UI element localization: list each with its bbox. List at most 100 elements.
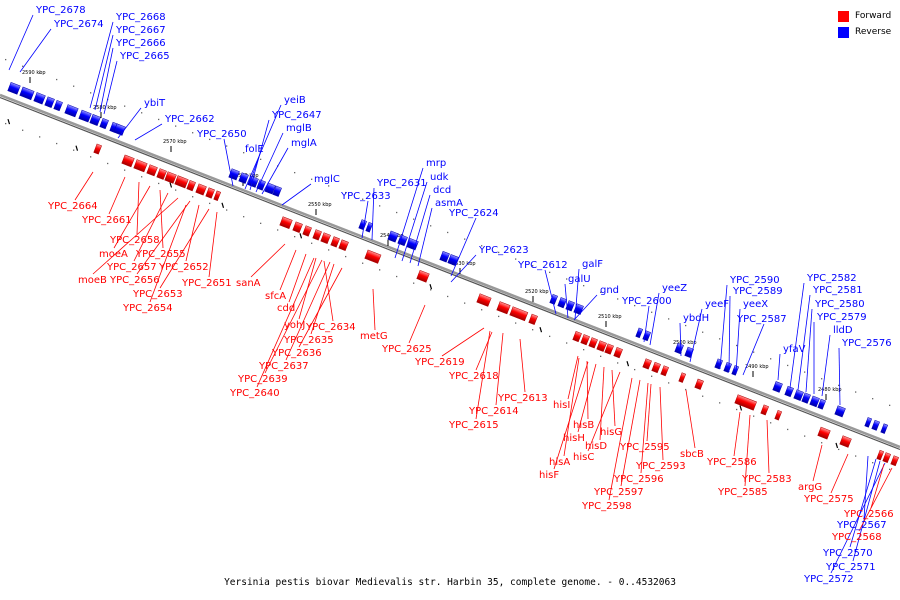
forward-gene-label-moeb: moeB [78, 275, 107, 286]
reverse-gene-label-galu: galU [568, 274, 591, 285]
reverse-gene-label-ypc-2576: YPC_2576 [841, 338, 892, 349]
leader-line-yeex [735, 308, 741, 375]
leader-line-ypc-2650 [223, 138, 234, 187]
reverse-gene-label-ypc-2666: YPC_2666 [115, 38, 166, 49]
forward-gene [839, 435, 852, 448]
reverse-gene [365, 221, 374, 233]
forward-gene [186, 179, 196, 192]
reverse-gene-label-dcd: dcd [433, 185, 451, 196]
forward-gene-label-ypc-2586: YPC_2586 [706, 457, 757, 468]
scale-tick-label: 2520 kbp [525, 289, 549, 295]
reverse-gene-label-mglc: mglC [314, 174, 340, 185]
forward-gene-label-ypc-2656: YPC_2656 [109, 275, 160, 286]
reverse-gene-label-ypc-2612: YPC_2612 [517, 260, 568, 271]
leader-line-ypc-2581 [797, 294, 811, 391]
leader-line-gnd [573, 294, 598, 321]
forward-gene-label-hisf: hisF [539, 470, 559, 481]
reverse-gene [714, 358, 723, 370]
leader-line-ypc-2613 [519, 338, 526, 393]
forward-gene [572, 330, 582, 343]
reverse-gene-label-ypc-2589: YPC_2589 [732, 286, 783, 297]
leader-line-ypc-2665 [103, 60, 118, 115]
reverse-gene [871, 419, 880, 431]
forward-gene-label-cdd: cdd [277, 303, 295, 314]
leader-line-ybdh [679, 322, 682, 357]
leader-line-ypc-2662 [134, 123, 163, 141]
reverse-gene [78, 109, 92, 123]
legend-label-forward: Forward [855, 11, 892, 21]
reverse-gene-label-udk: udk [430, 172, 449, 183]
reverse-gene-label-ypc-2678: YPC_2678 [35, 5, 86, 16]
reverse-gene [358, 219, 367, 231]
leader-line-moeb [92, 197, 179, 275]
leader-line-ybit [117, 107, 142, 139]
forward-gene [596, 340, 607, 352]
leader-line-lldd [821, 334, 831, 397]
leader-line-ypc-2668 [89, 21, 114, 109]
backbone-shadow [0, 96, 900, 451]
reverse-gene [801, 392, 811, 404]
leader-line-ypc-2653 [159, 208, 210, 289]
leader-line-ypc-2636 [298, 267, 343, 348]
forward-gene [338, 239, 349, 252]
leader-line-ypc-2658 [136, 181, 140, 235]
forward-gene-label-moea: moeA [99, 249, 128, 260]
reverse-gene-label-asma: asmA [435, 198, 463, 209]
reverse-gene-label-yeef: yeeF [705, 299, 729, 310]
reverse-gene [272, 185, 282, 197]
forward-gene-label-ypc-2654: YPC_2654 [122, 303, 173, 314]
forward-gene [588, 337, 598, 349]
forward-gene-label-ypc-2637: YPC_2637 [258, 361, 309, 372]
leader-line-ypc-2596 [640, 382, 649, 474]
reverse-gene-label-yfav: yfaV [783, 344, 806, 355]
forward-gene [613, 346, 623, 359]
reverse-gene [565, 300, 575, 312]
leader-line-udk [401, 181, 428, 262]
leader-line-ypc-2585 [744, 414, 751, 487]
reverse-gene-label-ypc-2581: YPC_2581 [812, 285, 863, 296]
leader-line-mgla [261, 147, 289, 195]
forward-gene [205, 187, 215, 199]
reverse-gene [557, 297, 567, 309]
forward-gene [642, 358, 652, 370]
forward-gene-label-ypc-2585: YPC_2585 [717, 487, 768, 498]
reverse-gene-label-ypc-2623: YPC_2623 [478, 245, 529, 256]
reverse-gene-label-galf: galF [582, 259, 603, 270]
legend: Forward Reverse [838, 8, 891, 40]
leader-line-moea [113, 185, 151, 249]
forward-gene-label-ypc-2640: YPC_2640 [229, 388, 280, 399]
reverse-gene-label-lldd: lldD [833, 325, 853, 336]
reverse-gene-label-mglb: mglB [286, 123, 312, 134]
forward-gene-label-ypc-2595: YPC_2595 [619, 442, 670, 453]
forward-gene [213, 190, 222, 202]
scale-tick-label: 2490 kbp [745, 364, 769, 370]
reverse-gene-label-ypc-2665: YPC_2665 [119, 51, 170, 62]
reverse-gene-label-yeex: yeeX [743, 299, 768, 310]
leader-line-ypc-2639 [264, 259, 323, 374]
reverse-gene [397, 234, 408, 247]
reverse-gene-label-ypc-2633: YPC_2633 [340, 191, 391, 202]
reverse-gene [238, 172, 249, 184]
leader-line-ypc-2625 [408, 304, 426, 344]
forward-gene-label-ypc-2614: YPC_2614 [468, 406, 519, 417]
forward-gene [496, 301, 511, 315]
forward-gene-label-ypc-2615: YPC_2615 [448, 420, 499, 431]
forward-gene [876, 449, 885, 461]
reverse-gene-label-ypc-2647: YPC_2647 [271, 110, 322, 121]
leader-line-ypc-2631 [371, 187, 375, 241]
forward-gene-label-hisc: hisC [573, 452, 594, 463]
leader-line-hisb [586, 360, 589, 420]
reverse-gene [256, 179, 266, 191]
reverse-gene [549, 293, 558, 305]
forward-gene-label-ypc-2568: YPC_2568 [831, 532, 882, 543]
scale-tick-label: 2550 kbp [308, 202, 332, 208]
forward-gene-label-ypc-2639: YPC_2639 [237, 374, 288, 385]
reverse-gene [387, 230, 399, 243]
reverse-gene-label-fole: folE [245, 144, 264, 155]
leader-line-ypc-2623 [450, 254, 477, 283]
forward-gene [660, 365, 669, 377]
forward-gene-label-ypc-2661: YPC_2661 [81, 215, 132, 226]
leader-line-ypc-2567 [863, 455, 869, 520]
leader-line-metg [372, 288, 376, 331]
leader-line-hisc [587, 371, 621, 452]
